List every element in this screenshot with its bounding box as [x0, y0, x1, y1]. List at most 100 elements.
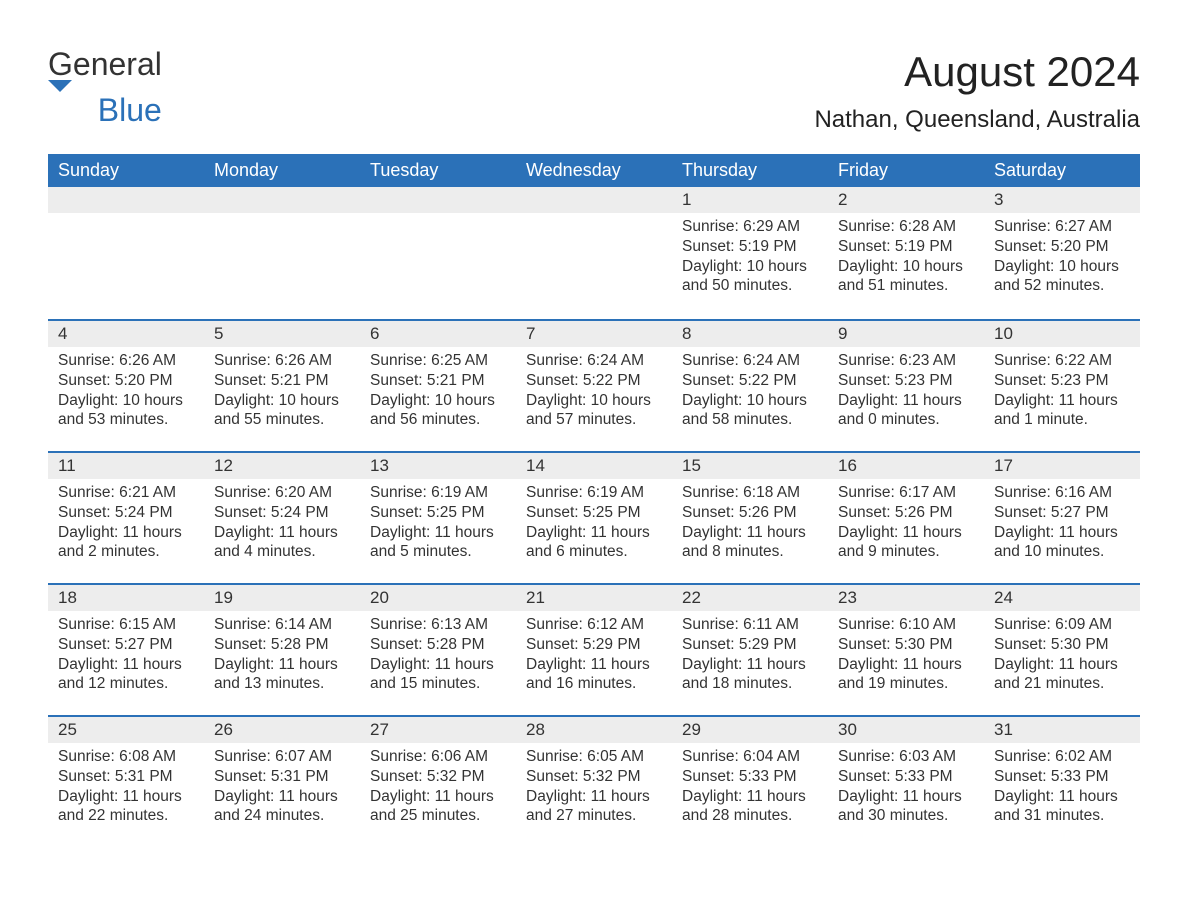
- day-content: Sunrise: 6:04 AMSunset: 5:33 PMDaylight:…: [672, 743, 828, 834]
- calendar-week: 11Sunrise: 6:21 AMSunset: 5:24 PMDayligh…: [48, 451, 1140, 583]
- day-content: Sunrise: 6:07 AMSunset: 5:31 PMDaylight:…: [204, 743, 360, 834]
- day-content: Sunrise: 6:19 AMSunset: 5:25 PMDaylight:…: [360, 479, 516, 570]
- page-title: August 2024: [814, 48, 1140, 96]
- sunrise-line: Sunrise: 6:26 AM: [214, 351, 350, 371]
- day-content: Sunrise: 6:18 AMSunset: 5:26 PMDaylight:…: [672, 479, 828, 570]
- day-content: Sunrise: 6:28 AMSunset: 5:19 PMDaylight:…: [828, 213, 984, 304]
- sunset-line: Sunset: 5:19 PM: [682, 237, 818, 257]
- daylight-line: Daylight: 10 hours and 53 minutes.: [58, 391, 194, 431]
- sunrise-line: Sunrise: 6:29 AM: [682, 217, 818, 237]
- day-number: 6: [360, 319, 516, 347]
- calendar-cell: 2Sunrise: 6:28 AMSunset: 5:19 PMDaylight…: [828, 187, 984, 319]
- calendar-cell: 23Sunrise: 6:10 AMSunset: 5:30 PMDayligh…: [828, 583, 984, 715]
- daylight-line: Daylight: 10 hours and 58 minutes.: [682, 391, 818, 431]
- day-header: Thursday: [672, 154, 828, 187]
- day-number: 26: [204, 715, 360, 743]
- calendar-cell: 8Sunrise: 6:24 AMSunset: 5:22 PMDaylight…: [672, 319, 828, 451]
- sunrise-line: Sunrise: 6:19 AM: [526, 483, 662, 503]
- location-subtitle: Nathan, Queensland, Australia: [814, 106, 1140, 134]
- day-number: 22: [672, 583, 828, 611]
- day-number: 3: [984, 187, 1140, 213]
- day-number: 5: [204, 319, 360, 347]
- calendar-cell: 17Sunrise: 6:16 AMSunset: 5:27 PMDayligh…: [984, 451, 1140, 583]
- calendar-cell: 12Sunrise: 6:20 AMSunset: 5:24 PMDayligh…: [204, 451, 360, 583]
- sunrise-line: Sunrise: 6:09 AM: [994, 615, 1130, 635]
- day-content: Sunrise: 6:13 AMSunset: 5:28 PMDaylight:…: [360, 611, 516, 702]
- daylight-line: Daylight: 11 hours and 8 minutes.: [682, 523, 818, 563]
- day-content: Sunrise: 6:26 AMSunset: 5:21 PMDaylight:…: [204, 347, 360, 438]
- daylight-line: Daylight: 11 hours and 30 minutes.: [838, 787, 974, 827]
- sunset-line: Sunset: 5:33 PM: [994, 767, 1130, 787]
- day-number: 9: [828, 319, 984, 347]
- sunset-line: Sunset: 5:20 PM: [58, 371, 194, 391]
- day-content: Sunrise: 6:15 AMSunset: 5:27 PMDaylight:…: [48, 611, 204, 702]
- sunset-line: Sunset: 5:29 PM: [682, 635, 818, 655]
- sunset-line: Sunset: 5:24 PM: [58, 503, 194, 523]
- calendar-cell: 7Sunrise: 6:24 AMSunset: 5:22 PMDaylight…: [516, 319, 672, 451]
- daylight-line: Daylight: 10 hours and 57 minutes.: [526, 391, 662, 431]
- sunrise-line: Sunrise: 6:26 AM: [58, 351, 194, 371]
- sunset-line: Sunset: 5:28 PM: [214, 635, 350, 655]
- day-header: Monday: [204, 154, 360, 187]
- day-content: Sunrise: 6:16 AMSunset: 5:27 PMDaylight:…: [984, 479, 1140, 570]
- sunset-line: Sunset: 5:26 PM: [838, 503, 974, 523]
- day-number: 27: [360, 715, 516, 743]
- calendar-cell: 28Sunrise: 6:05 AMSunset: 5:32 PMDayligh…: [516, 715, 672, 847]
- empty-day-stripe: [516, 187, 672, 213]
- calendar-cell: 21Sunrise: 6:12 AMSunset: 5:29 PMDayligh…: [516, 583, 672, 715]
- daylight-line: Daylight: 11 hours and 12 minutes.: [58, 655, 194, 695]
- sunrise-line: Sunrise: 6:13 AM: [370, 615, 506, 635]
- sunrise-line: Sunrise: 6:24 AM: [526, 351, 662, 371]
- sunrise-line: Sunrise: 6:08 AM: [58, 747, 194, 767]
- day-header: Tuesday: [360, 154, 516, 187]
- calendar-week: 1Sunrise: 6:29 AMSunset: 5:19 PMDaylight…: [48, 187, 1140, 319]
- daylight-line: Daylight: 11 hours and 1 minute.: [994, 391, 1130, 431]
- sunset-line: Sunset: 5:25 PM: [526, 503, 662, 523]
- calendar-cell: 27Sunrise: 6:06 AMSunset: 5:32 PMDayligh…: [360, 715, 516, 847]
- calendar-cell: 26Sunrise: 6:07 AMSunset: 5:31 PMDayligh…: [204, 715, 360, 847]
- day-content: Sunrise: 6:19 AMSunset: 5:25 PMDaylight:…: [516, 479, 672, 570]
- calendar-cell: 22Sunrise: 6:11 AMSunset: 5:29 PMDayligh…: [672, 583, 828, 715]
- sunrise-line: Sunrise: 6:22 AM: [994, 351, 1130, 371]
- sunset-line: Sunset: 5:25 PM: [370, 503, 506, 523]
- day-number: 20: [360, 583, 516, 611]
- sunrise-line: Sunrise: 6:28 AM: [838, 217, 974, 237]
- sunrise-line: Sunrise: 6:19 AM: [370, 483, 506, 503]
- sunset-line: Sunset: 5:32 PM: [370, 767, 506, 787]
- sunset-line: Sunset: 5:32 PM: [526, 767, 662, 787]
- sunset-line: Sunset: 5:22 PM: [682, 371, 818, 391]
- day-number: 18: [48, 583, 204, 611]
- day-number: 21: [516, 583, 672, 611]
- day-number: 29: [672, 715, 828, 743]
- day-header: Wednesday: [516, 154, 672, 187]
- daylight-line: Daylight: 11 hours and 19 minutes.: [838, 655, 974, 695]
- sunrise-line: Sunrise: 6:17 AM: [838, 483, 974, 503]
- day-number: 7: [516, 319, 672, 347]
- day-content: Sunrise: 6:10 AMSunset: 5:30 PMDaylight:…: [828, 611, 984, 702]
- calendar-cell: [204, 187, 360, 319]
- daylight-line: Daylight: 11 hours and 6 minutes.: [526, 523, 662, 563]
- day-number: 14: [516, 451, 672, 479]
- sunset-line: Sunset: 5:31 PM: [58, 767, 194, 787]
- header: General Blue August 2024 Nathan, Queensl…: [48, 48, 1140, 148]
- day-content: Sunrise: 6:27 AMSunset: 5:20 PMDaylight:…: [984, 213, 1140, 304]
- calendar-cell: 16Sunrise: 6:17 AMSunset: 5:26 PMDayligh…: [828, 451, 984, 583]
- calendar-cell: [360, 187, 516, 319]
- day-number: 23: [828, 583, 984, 611]
- sunset-line: Sunset: 5:30 PM: [838, 635, 974, 655]
- calendar-week: 25Sunrise: 6:08 AMSunset: 5:31 PMDayligh…: [48, 715, 1140, 847]
- logo: General Blue: [48, 48, 162, 126]
- day-content: Sunrise: 6:12 AMSunset: 5:29 PMDaylight:…: [516, 611, 672, 702]
- daylight-line: Daylight: 11 hours and 21 minutes.: [994, 655, 1130, 695]
- day-content: Sunrise: 6:29 AMSunset: 5:19 PMDaylight:…: [672, 213, 828, 304]
- calendar-cell: 29Sunrise: 6:04 AMSunset: 5:33 PMDayligh…: [672, 715, 828, 847]
- calendar-cell: 3Sunrise: 6:27 AMSunset: 5:20 PMDaylight…: [984, 187, 1140, 319]
- calendar-cell: [48, 187, 204, 319]
- day-content: Sunrise: 6:09 AMSunset: 5:30 PMDaylight:…: [984, 611, 1140, 702]
- sunrise-line: Sunrise: 6:02 AM: [994, 747, 1130, 767]
- day-header-row: SundayMondayTuesdayWednesdayThursdayFrid…: [48, 154, 1140, 187]
- day-number: 12: [204, 451, 360, 479]
- sunset-line: Sunset: 5:33 PM: [682, 767, 818, 787]
- day-header: Sunday: [48, 154, 204, 187]
- day-header: Saturday: [984, 154, 1140, 187]
